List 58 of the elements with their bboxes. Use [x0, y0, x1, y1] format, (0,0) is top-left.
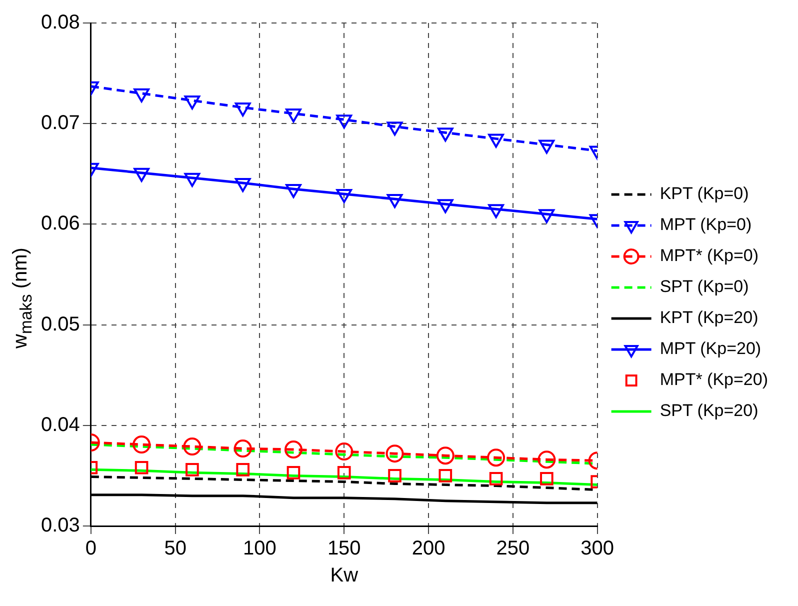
legend-label: KPT (Kp=20)	[660, 308, 758, 328]
x-tick-label: 250	[496, 538, 530, 560]
point	[538, 450, 556, 469]
point	[186, 463, 199, 476]
x-axis-title: Kw	[330, 564, 359, 587]
point	[234, 102, 251, 117]
point	[488, 204, 504, 218]
legend-label: MPT (Kp=20)	[660, 339, 762, 358]
point	[234, 178, 251, 192]
point	[336, 189, 352, 204]
point	[540, 472, 554, 486]
point	[386, 444, 404, 463]
point	[489, 472, 503, 486]
point	[183, 438, 202, 456]
x-tick-label: 50	[164, 538, 186, 560]
point	[337, 466, 351, 480]
point	[286, 108, 302, 123]
legend-label: KPT (Kp=0)	[660, 184, 749, 204]
y-tick-label: 0.06	[40, 212, 80, 235]
y-tick-label: 0.03	[40, 514, 80, 537]
y-tick-label: 0.07	[40, 112, 80, 134]
legend-label: MPT (Kp=0)	[660, 215, 752, 234]
x-tick-label: 0	[85, 538, 96, 560]
point	[488, 134, 504, 148]
point	[386, 194, 403, 208]
point	[134, 168, 150, 182]
y-tick-label: 0.08	[40, 12, 80, 34]
x-tick-label: 300	[580, 538, 614, 560]
point	[132, 436, 151, 454]
point	[234, 440, 252, 458]
point	[538, 140, 555, 154]
point	[388, 469, 402, 482]
point	[286, 466, 300, 480]
legend-label: SPT (Kp=20)	[660, 401, 758, 420]
x-tick-label: 150	[327, 538, 361, 560]
y-tick-label: 0.05	[40, 313, 80, 336]
point	[286, 184, 302, 198]
point	[134, 460, 148, 474]
point	[436, 446, 454, 465]
point	[437, 199, 454, 214]
point	[386, 122, 403, 136]
legend-label: MPT* (Kp=0)	[660, 246, 759, 266]
point	[335, 442, 354, 461]
point	[236, 463, 250, 476]
y-tick-label: 0.04	[40, 414, 80, 436]
point	[437, 128, 454, 142]
point	[184, 95, 200, 110]
point	[538, 209, 555, 224]
point	[438, 469, 452, 482]
x-tick-label: 200	[412, 538, 446, 560]
point	[134, 88, 150, 102]
point	[487, 448, 506, 467]
point	[284, 440, 302, 459]
x-tick-label: 100	[243, 538, 276, 560]
point	[336, 114, 352, 129]
legend-label: SPT (Kp=0)	[660, 277, 749, 296]
legend-label: MPT* (Kp=20)	[660, 370, 768, 390]
point	[184, 172, 200, 187]
